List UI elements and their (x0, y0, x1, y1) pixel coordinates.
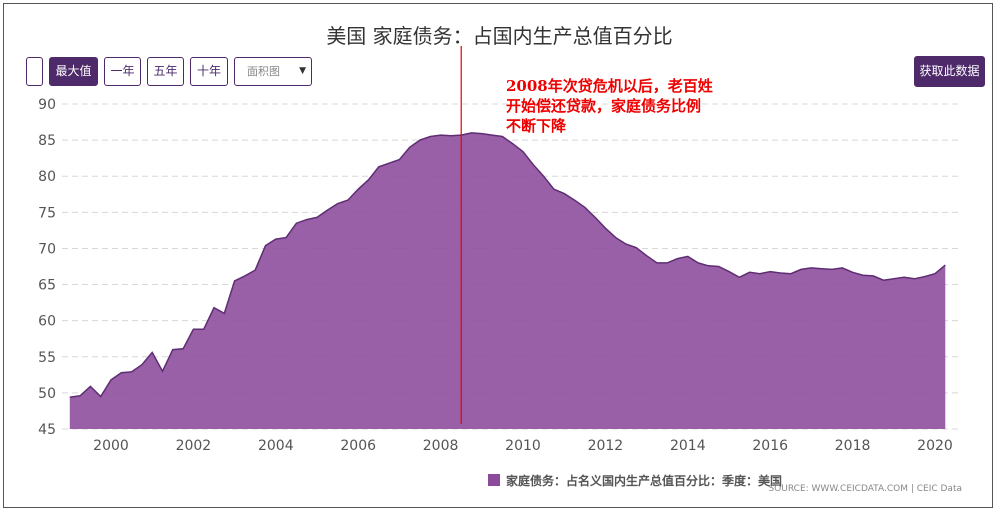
y-tick-label: 55 (38, 350, 56, 366)
annotation-line: 2008年次贷危机以后，老百姓 (506, 77, 713, 95)
series-line (69, 132, 946, 398)
legend-swatch (488, 474, 500, 486)
y-tick-label: 45 (38, 422, 56, 438)
x-tick-label: 2018 (835, 438, 871, 454)
chart-type-value: 面积图 (247, 65, 280, 78)
y-tick-label: 70 (38, 241, 56, 257)
chevron-down-icon: ▼ (299, 66, 306, 76)
chart-title: 美国 家庭债务：占国内生产总值百分比 (326, 24, 673, 48)
x-tick-label: 2000 (93, 438, 129, 454)
y-tick-label: 60 (38, 314, 56, 330)
x-tick-label: 2004 (258, 438, 294, 454)
series-area (69, 132, 946, 429)
annotation-line: 开始偿还贷款，家庭债务比例 (506, 97, 702, 115)
max-range-button[interactable]: 最大值 (49, 57, 98, 86)
legend-label: 家庭债务：占名义国内生产总值百分比：季度：美国 (506, 474, 783, 488)
x-tick-label: 2014 (670, 438, 706, 454)
x-tick-label: 2020 (917, 438, 953, 454)
y-tick-label: 90 (38, 97, 56, 113)
legend[interactable]: 家庭债务：占名义国内生产总值百分比：季度：美国 (488, 472, 782, 489)
x-tick-label: 2008 (423, 438, 459, 454)
y-tick-label: 65 (38, 278, 56, 294)
chart-frame (3, 3, 993, 508)
ten-year-button[interactable]: 十年 (190, 57, 228, 86)
y-tick-label: 85 (38, 133, 56, 149)
source-credit: SOURCE: WWW.CEICDATA.COM | CEIC Data (768, 484, 962, 494)
y-axis: 45 50 55 60 65 70 75 80 85 90 (38, 97, 56, 438)
one-year-button[interactable]: 一年 (104, 57, 141, 86)
x-tick-label: 2016 (752, 438, 788, 454)
chart-type-select[interactable]: 面积图 ▼ (234, 57, 312, 86)
five-year-button[interactable]: 五年 (147, 57, 184, 86)
annotation-line: 不断下降 (506, 117, 567, 135)
x-tick-label: 2006 (340, 438, 376, 454)
blank-button[interactable] (26, 57, 43, 86)
x-axis: 2000 2002 2004 2006 2008 2010 2012 2014 2016 2018… (93, 438, 953, 454)
get-data-button[interactable]: 获取此数据 (914, 56, 985, 87)
y-tick-label: 50 (38, 386, 56, 402)
x-tick-label: 2012 (588, 438, 624, 454)
x-tick-label: 2002 (176, 438, 212, 454)
x-tick-label: 2010 (505, 438, 541, 454)
y-tick-label: 75 (38, 205, 56, 221)
crisis-annotation: 2008年次贷危机以后，老百姓 开始偿还贷款，家庭债务比例 不断下降 (506, 76, 756, 136)
y-tick-label: 80 (38, 169, 56, 185)
